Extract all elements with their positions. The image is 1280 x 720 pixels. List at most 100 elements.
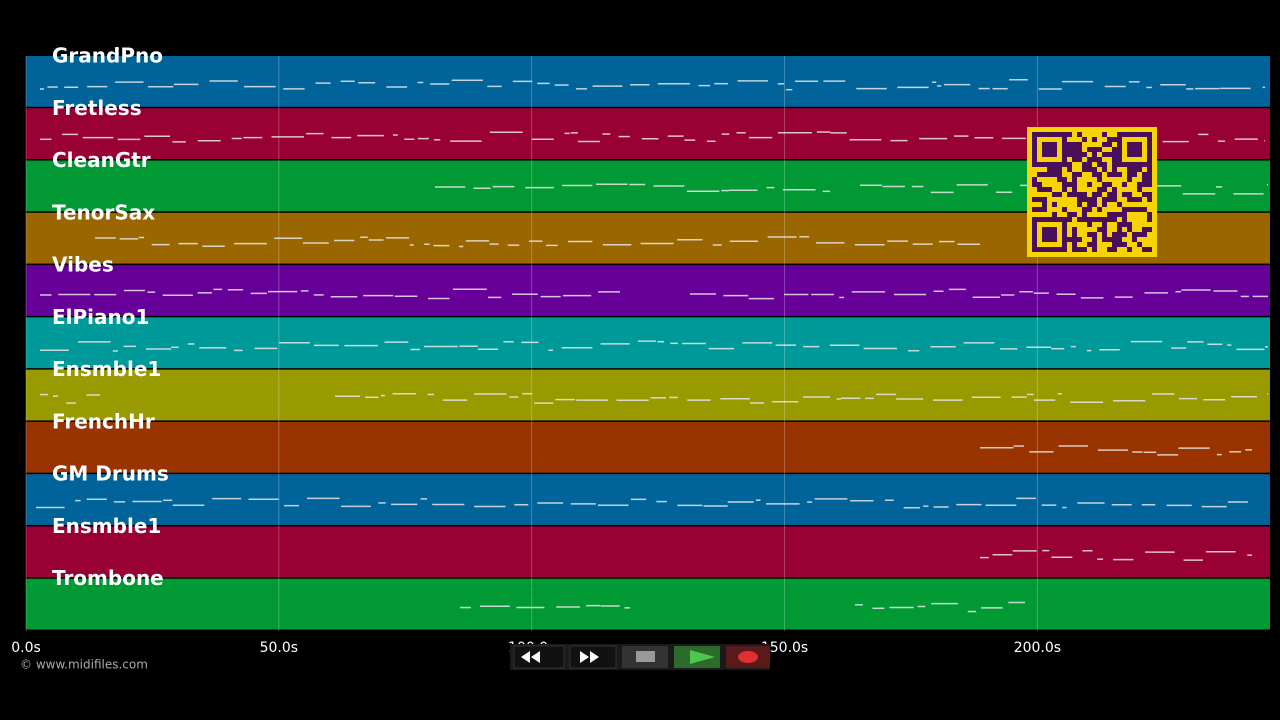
qr-module — [1087, 182, 1092, 187]
qr-module — [1077, 192, 1082, 197]
qr-module — [1127, 177, 1132, 182]
qr-module — [1032, 237, 1037, 242]
qr-module — [1047, 172, 1052, 177]
qr-module — [1147, 157, 1152, 162]
qr-module — [1092, 242, 1097, 247]
qr-module — [1062, 232, 1067, 237]
qr-module — [1037, 197, 1042, 202]
qr-module — [1132, 142, 1137, 147]
rewind-button[interactable] — [513, 645, 565, 669]
qr-module — [1077, 172, 1082, 177]
qr-code — [1027, 127, 1157, 257]
qr-module — [1097, 147, 1102, 152]
qr-module — [1032, 197, 1037, 202]
qr-module — [1107, 247, 1112, 252]
qr-module — [1042, 202, 1047, 207]
qr-module — [1107, 197, 1112, 202]
qr-module — [1032, 207, 1037, 212]
play-button[interactable] — [674, 646, 720, 668]
qr-module — [1032, 152, 1037, 157]
qr-module — [1037, 217, 1042, 222]
x-tick-label: 150.0s — [761, 640, 808, 656]
qr-module — [1132, 147, 1137, 152]
qr-module — [1047, 147, 1052, 152]
qr-module — [1127, 222, 1132, 227]
qr-module — [1127, 167, 1132, 172]
qr-module — [1042, 162, 1047, 167]
qr-module — [1052, 232, 1057, 237]
qr-module — [1037, 187, 1042, 192]
fast-forward-button[interactable] — [569, 645, 617, 669]
qr-module — [1062, 217, 1067, 222]
qr-module — [1147, 227, 1152, 232]
qr-module — [1067, 162, 1072, 167]
track-lane — [26, 578, 1270, 630]
stop-button[interactable] — [622, 646, 668, 668]
qr-module — [1032, 137, 1037, 142]
qr-module — [1117, 162, 1122, 167]
qr-module — [1117, 237, 1122, 242]
track-name: Trombone — [52, 566, 164, 590]
qr-module — [1077, 142, 1082, 147]
qr-module — [1097, 227, 1102, 232]
qr-module — [1062, 237, 1067, 242]
track-lane — [26, 369, 1270, 421]
qr-module — [1117, 132, 1122, 137]
qr-module — [1047, 167, 1052, 172]
qr-module — [1072, 237, 1077, 242]
qr-module — [1117, 142, 1122, 147]
qr-module — [1112, 157, 1117, 162]
track-name: Ensmble1 — [52, 357, 161, 381]
qr-module — [1147, 132, 1152, 137]
qr-module — [1142, 232, 1147, 237]
qr-module — [1067, 237, 1072, 242]
qr-module — [1102, 232, 1107, 237]
qr-module — [1077, 132, 1082, 137]
qr-module — [1137, 182, 1142, 187]
qr-module — [1072, 142, 1077, 147]
qr-module — [1042, 132, 1047, 137]
qr-module — [1112, 232, 1117, 237]
qr-module — [1147, 217, 1152, 222]
qr-module — [1062, 132, 1067, 137]
qr-module — [1092, 137, 1097, 142]
qr-module — [1032, 242, 1037, 247]
qr-module — [1077, 247, 1082, 252]
qr-module — [1127, 197, 1132, 202]
qr-module — [1147, 172, 1152, 177]
qr-module — [1147, 197, 1152, 202]
qr-module — [1127, 207, 1132, 212]
qr-module — [1067, 152, 1072, 157]
qr-module — [1052, 192, 1057, 197]
qr-module — [1042, 247, 1047, 252]
qr-module — [1037, 132, 1042, 137]
qr-module — [1092, 237, 1097, 242]
qr-module — [1097, 157, 1102, 162]
qr-module — [1117, 137, 1122, 142]
qr-module — [1072, 152, 1077, 157]
qr-module — [1052, 152, 1057, 157]
qr-module — [1097, 162, 1102, 167]
qr-module — [1127, 227, 1132, 232]
qr-module — [1117, 157, 1122, 162]
qr-module — [1112, 172, 1117, 177]
qr-module — [1142, 132, 1147, 137]
track-lane — [26, 265, 1270, 316]
qr-module — [1132, 172, 1137, 177]
x-tick-label: 200.0s — [1014, 640, 1061, 656]
qr-module — [1072, 147, 1077, 152]
qr-module — [1077, 237, 1082, 242]
qr-module — [1092, 167, 1097, 172]
qr-module — [1127, 142, 1132, 147]
qr-module — [1087, 207, 1092, 212]
qr-module — [1052, 167, 1057, 172]
record-button[interactable] — [726, 646, 770, 668]
qr-module — [1122, 192, 1127, 197]
qr-module — [1097, 217, 1102, 222]
x-tick-label: 50.0s — [260, 640, 298, 656]
qr-module — [1137, 197, 1142, 202]
qr-module — [1132, 237, 1137, 242]
qr-module — [1092, 217, 1097, 222]
